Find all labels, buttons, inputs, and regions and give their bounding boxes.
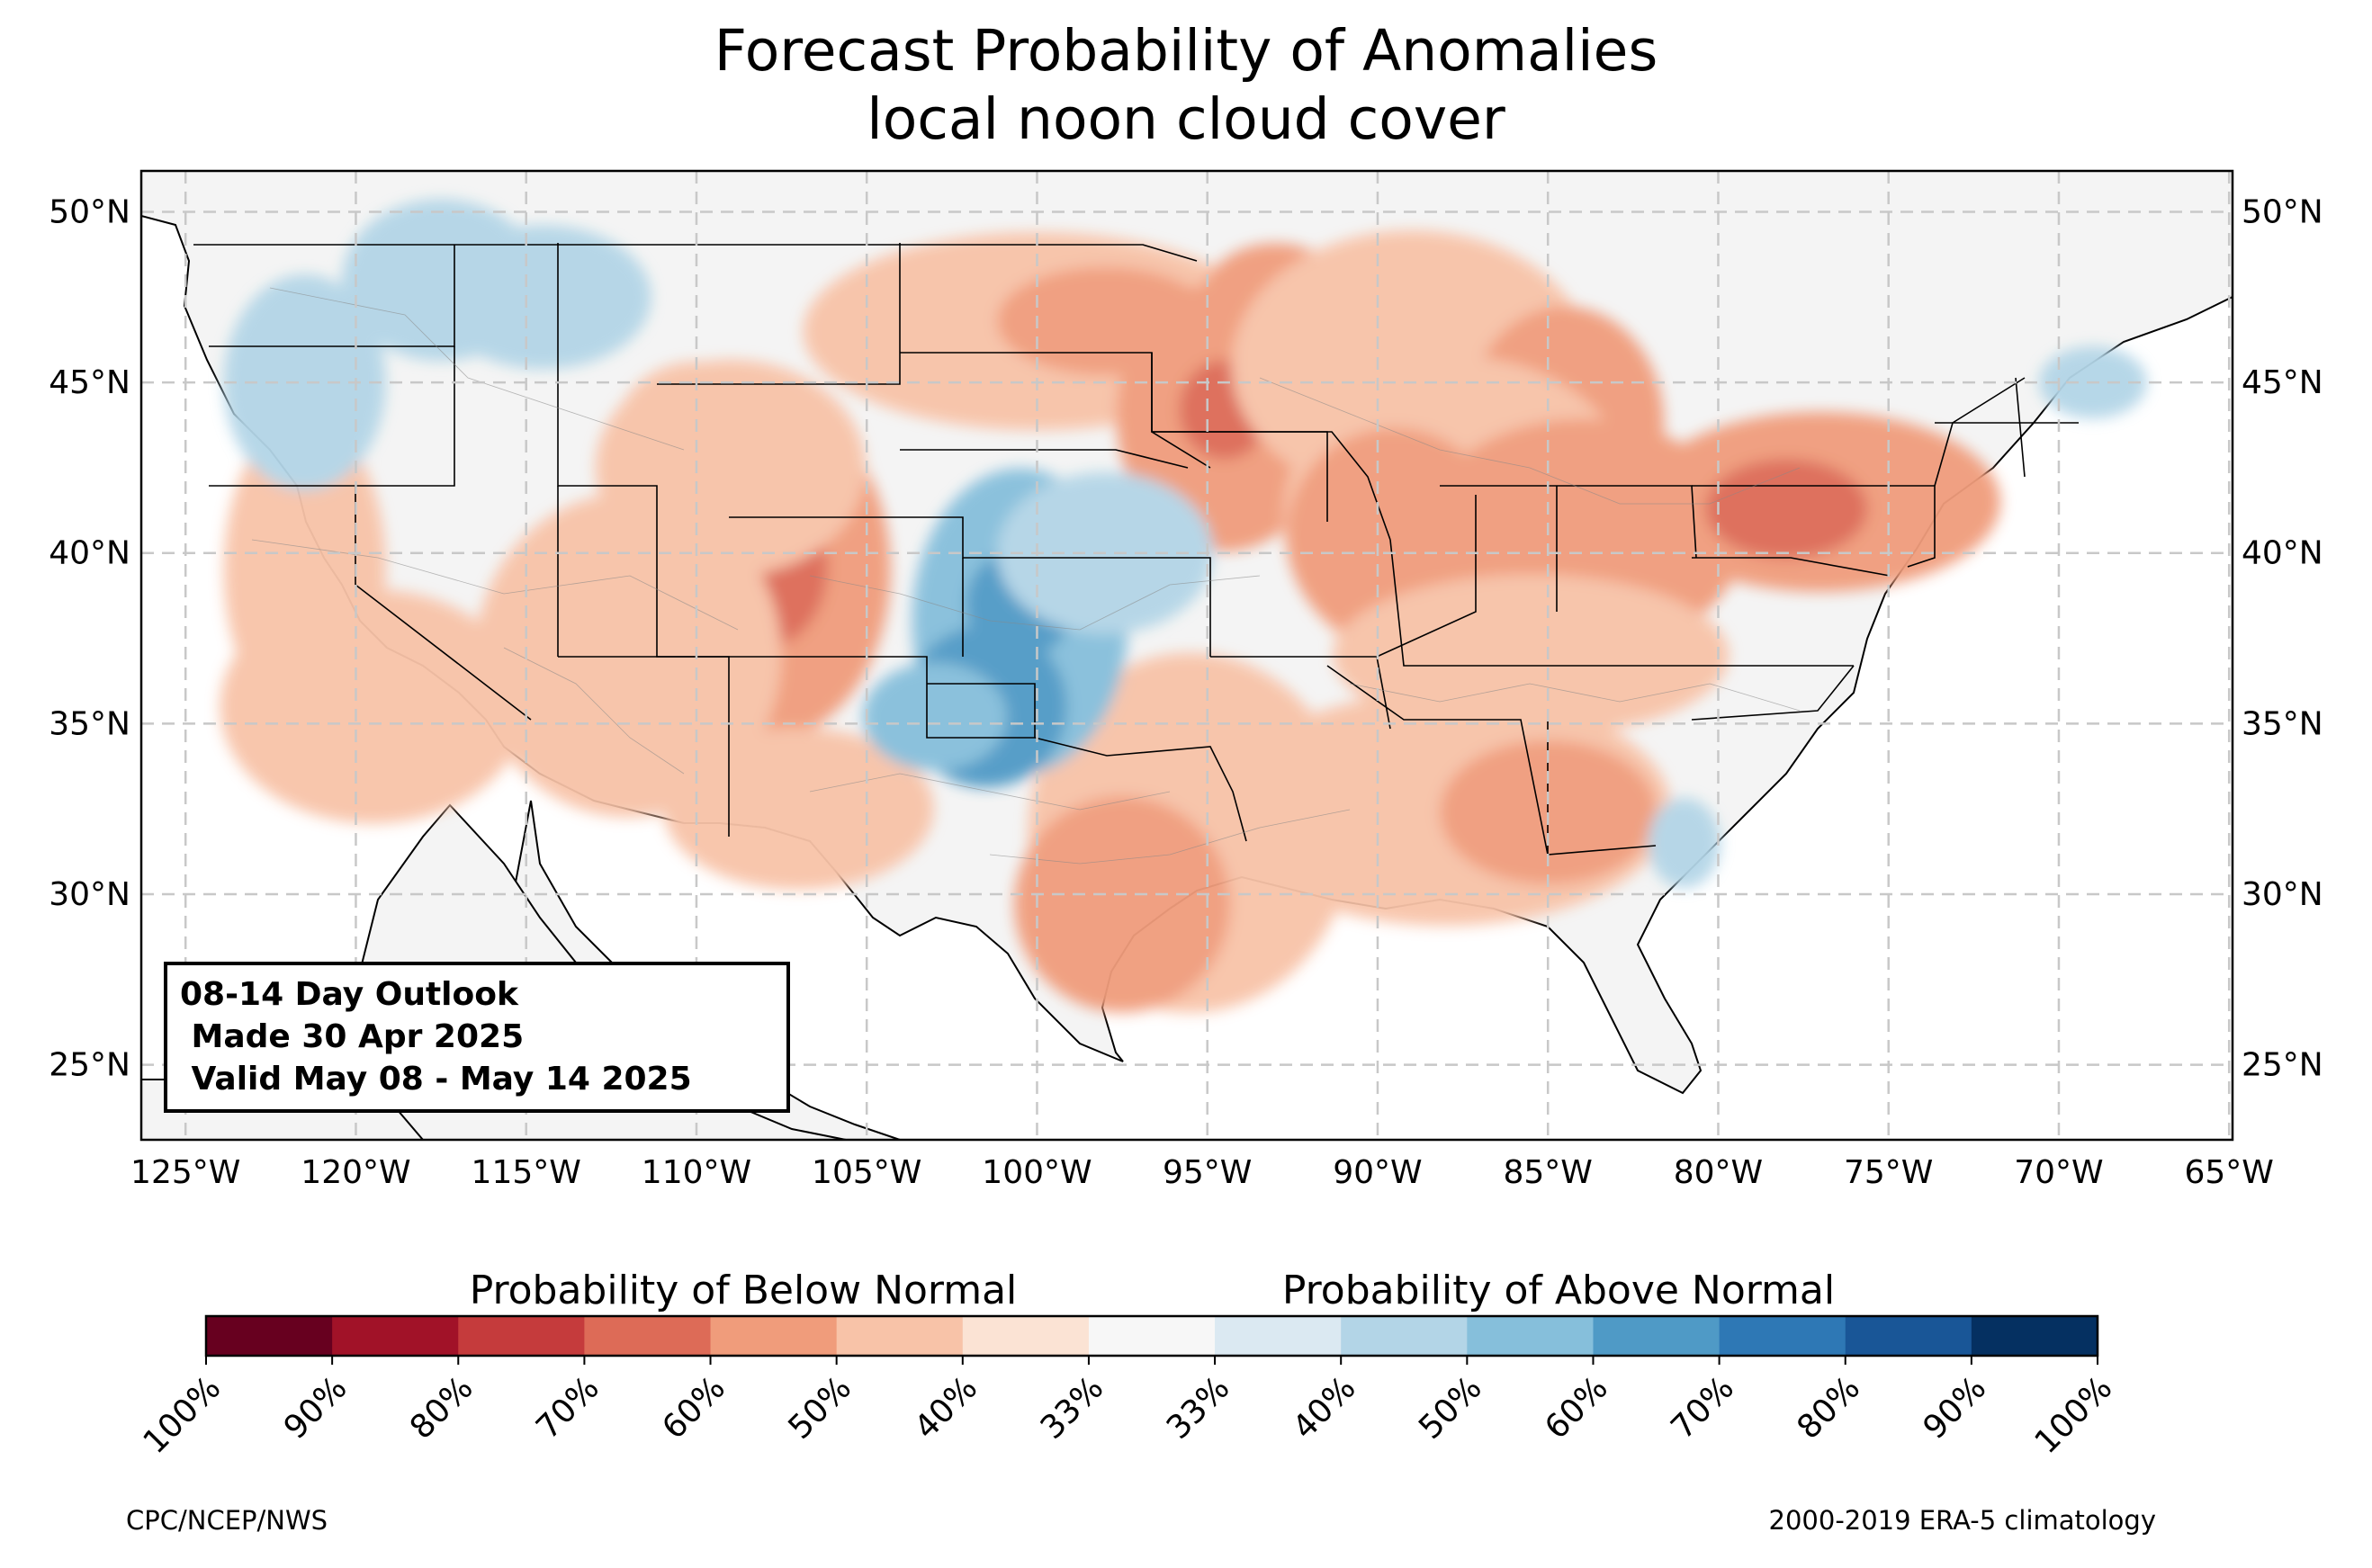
- colorbar-tick-label: 40%: [908, 1369, 985, 1447]
- colorbar-tick-label: 40%: [1286, 1369, 1363, 1447]
- lon-label: 90°W: [1333, 1154, 1422, 1191]
- colorbar-tick-label: 50%: [781, 1369, 858, 1447]
- outlook-box: 08-14 Day Outlook Made 30 Apr 2025 Valid…: [164, 962, 790, 1113]
- colorbar-above-label: Probability of Above Normal: [1282, 1268, 1835, 1313]
- map-frame: [139, 169, 2234, 1142]
- colorbar-segment: [332, 1316, 459, 1356]
- colorbar-tick-label: 100%: [2028, 1369, 2120, 1461]
- colorbar-tick-label: 70%: [1664, 1369, 1741, 1447]
- colorbar-tick-label: 60%: [1538, 1369, 1615, 1447]
- outlook-line-2: Made 30 Apr 2025: [180, 1018, 524, 1055]
- state-borders: [193, 243, 2079, 864]
- colorbar-segment: [962, 1316, 1090, 1356]
- colorbar-tick-label: 70%: [529, 1369, 606, 1447]
- probability-region: [1648, 798, 1721, 889]
- probability-region: [435, 225, 651, 370]
- lon-label: 65°W: [2185, 1154, 2274, 1191]
- lat-label-right: 30°N: [2242, 876, 2323, 913]
- colorbar-segment: [206, 1316, 333, 1356]
- lat-label-left: 30°N: [49, 876, 130, 913]
- lat-label-left: 35°N: [49, 705, 130, 742]
- lat-label-left: 45°N: [49, 364, 130, 401]
- colorbar-tick-label: 50%: [1412, 1369, 1489, 1447]
- lon-label: 110°W: [642, 1154, 751, 1191]
- colorbar-tick-label: 80%: [1791, 1369, 1868, 1447]
- colorbar-segment: [1719, 1316, 1846, 1356]
- lat-label-left: 40°N: [49, 535, 130, 572]
- colorbar-tick-label: 90%: [1917, 1369, 1994, 1447]
- colorbar-tick-label: 80%: [403, 1369, 481, 1447]
- colorbar-below-label: Probability of Below Normal: [470, 1268, 1018, 1313]
- probability-region: [663, 728, 934, 891]
- probability-region: [475, 493, 782, 818]
- lon-label: 120°W: [301, 1154, 410, 1191]
- lat-label-right: 45°N: [2242, 364, 2323, 401]
- footer-climatology: 2000-2019 ERA-5 climatology: [1768, 1505, 2156, 1536]
- colorbar-segment: [1971, 1316, 2098, 1356]
- colorbar-segment: [458, 1316, 585, 1356]
- lat-label-left: 50°N: [49, 194, 130, 231]
- colorbar-segment: [1341, 1316, 1468, 1356]
- colorbar-segment: [1088, 1316, 1216, 1356]
- probability-region: [1705, 459, 1868, 559]
- lon-label: 100°W: [982, 1154, 1092, 1191]
- lon-label: 115°W: [472, 1154, 581, 1191]
- colorbar-segment: [584, 1316, 712, 1356]
- lat-label-right: 35°N: [2242, 705, 2323, 742]
- lat-label-right: 25°N: [2242, 1047, 2323, 1084]
- colorbar-tick-label: 33%: [1160, 1369, 1237, 1447]
- colorbar-tick-label: 60%: [655, 1369, 732, 1447]
- probability-region: [223, 417, 386, 723]
- colorbar-segment: [1593, 1316, 1721, 1356]
- lon-label: 125°W: [130, 1154, 240, 1191]
- lat-label-left: 25°N: [49, 1047, 130, 1084]
- county-lines: [251, 287, 1801, 865]
- lon-label: 80°W: [1674, 1154, 1763, 1191]
- lon-label: 75°W: [1844, 1154, 1933, 1191]
- lon-label: 70°W: [2014, 1154, 2103, 1191]
- colorbar-tick-label: 100%: [137, 1369, 229, 1461]
- colorbar-segment: [836, 1316, 964, 1356]
- colorbar-tick-label: 90%: [277, 1369, 355, 1447]
- probability-region: [1333, 574, 1730, 737]
- chart-subtitle: local noon cloud cover: [867, 86, 1505, 152]
- colorbar-tick-label: 33%: [1034, 1369, 1111, 1447]
- footer-source: CPC/NCEP/NWS: [126, 1505, 328, 1536]
- probability-region: [862, 662, 1007, 771]
- colorbar-segment: [1845, 1316, 1972, 1356]
- lon-label: 95°W: [1163, 1154, 1252, 1191]
- colorbar-segment: [1215, 1316, 1342, 1356]
- outlook-line-3: Valid May 08 - May 14 2025: [180, 1061, 692, 1098]
- probability-region: [1014, 796, 1231, 1013]
- lon-label: 105°W: [812, 1154, 921, 1191]
- probability-region: [223, 274, 386, 491]
- colorbar-segment: [710, 1316, 838, 1356]
- colorbar: Probability of Below Normal Probability …: [137, 1268, 2120, 1461]
- lat-label-right: 40°N: [2242, 535, 2323, 572]
- colorbar-segment: [1467, 1316, 1594, 1356]
- probability-region: [615, 362, 777, 506]
- outlook-line-1: 08-14 Day Outlook: [180, 976, 519, 1013]
- chart-title: Forecast Probability of Anomalies: [714, 18, 1658, 84]
- lon-label: 85°W: [1504, 1154, 1593, 1191]
- lat-label-right: 50°N: [2242, 194, 2323, 231]
